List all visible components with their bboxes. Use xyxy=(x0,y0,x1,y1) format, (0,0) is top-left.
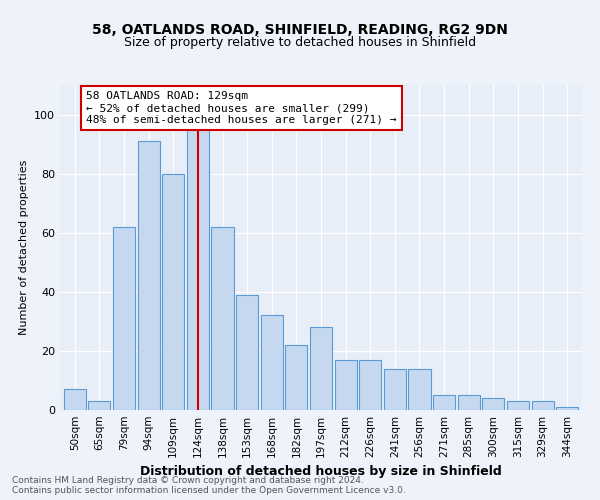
Bar xyxy=(482,398,505,410)
Bar xyxy=(162,174,184,410)
Text: Size of property relative to detached houses in Shinfield: Size of property relative to detached ho… xyxy=(124,36,476,49)
Bar xyxy=(260,316,283,410)
Bar xyxy=(236,295,258,410)
Bar xyxy=(433,395,455,410)
Bar xyxy=(187,118,209,410)
Bar xyxy=(409,368,431,410)
Text: 58, OATLANDS ROAD, SHINFIELD, READING, RG2 9DN: 58, OATLANDS ROAD, SHINFIELD, READING, R… xyxy=(92,22,508,36)
Bar xyxy=(137,141,160,410)
Bar xyxy=(64,390,86,410)
Text: 58 OATLANDS ROAD: 129sqm
← 52% of detached houses are smaller (299)
48% of semi-: 58 OATLANDS ROAD: 129sqm ← 52% of detach… xyxy=(86,92,397,124)
Bar xyxy=(285,345,307,410)
Bar xyxy=(113,227,135,410)
Bar xyxy=(458,395,480,410)
Bar xyxy=(88,401,110,410)
Bar xyxy=(310,328,332,410)
Bar xyxy=(359,360,382,410)
Bar xyxy=(384,368,406,410)
Bar xyxy=(532,401,554,410)
Text: Contains HM Land Registry data © Crown copyright and database right 2024.
Contai: Contains HM Land Registry data © Crown c… xyxy=(12,476,406,495)
Bar xyxy=(556,407,578,410)
Y-axis label: Number of detached properties: Number of detached properties xyxy=(19,160,29,335)
Bar xyxy=(507,401,529,410)
Bar xyxy=(211,227,233,410)
Bar xyxy=(335,360,357,410)
X-axis label: Distribution of detached houses by size in Shinfield: Distribution of detached houses by size … xyxy=(140,466,502,478)
